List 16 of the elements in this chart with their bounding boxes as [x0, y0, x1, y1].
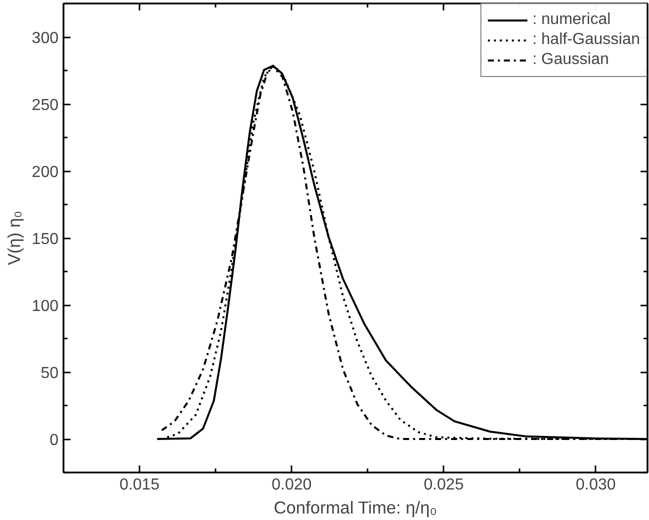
legend-label: : half-Gaussian	[532, 31, 640, 49]
x-axis-title: Conformal Time: η/η₀	[274, 498, 437, 518]
y-tick-label: 100	[32, 298, 59, 315]
y-tick-label: 250	[32, 97, 59, 114]
x-tick-label: 0.015	[120, 476, 160, 494]
x-tick-label: 0.025	[424, 476, 464, 494]
y-tick-label: 50	[40, 365, 59, 382]
y-tick-label: 150	[32, 231, 59, 248]
y-tick-label: 200	[32, 164, 59, 181]
x-tick-label: 0.020	[272, 476, 312, 494]
y-tick-label: 300	[32, 30, 59, 47]
legend-label: : Gaussian	[532, 51, 609, 69]
x-tick-label: 0.030	[576, 476, 616, 494]
y-tick-label: 0	[50, 432, 59, 449]
legend-label: : numerical	[532, 11, 611, 29]
y-axis-title: V(η) η₀	[4, 210, 24, 266]
